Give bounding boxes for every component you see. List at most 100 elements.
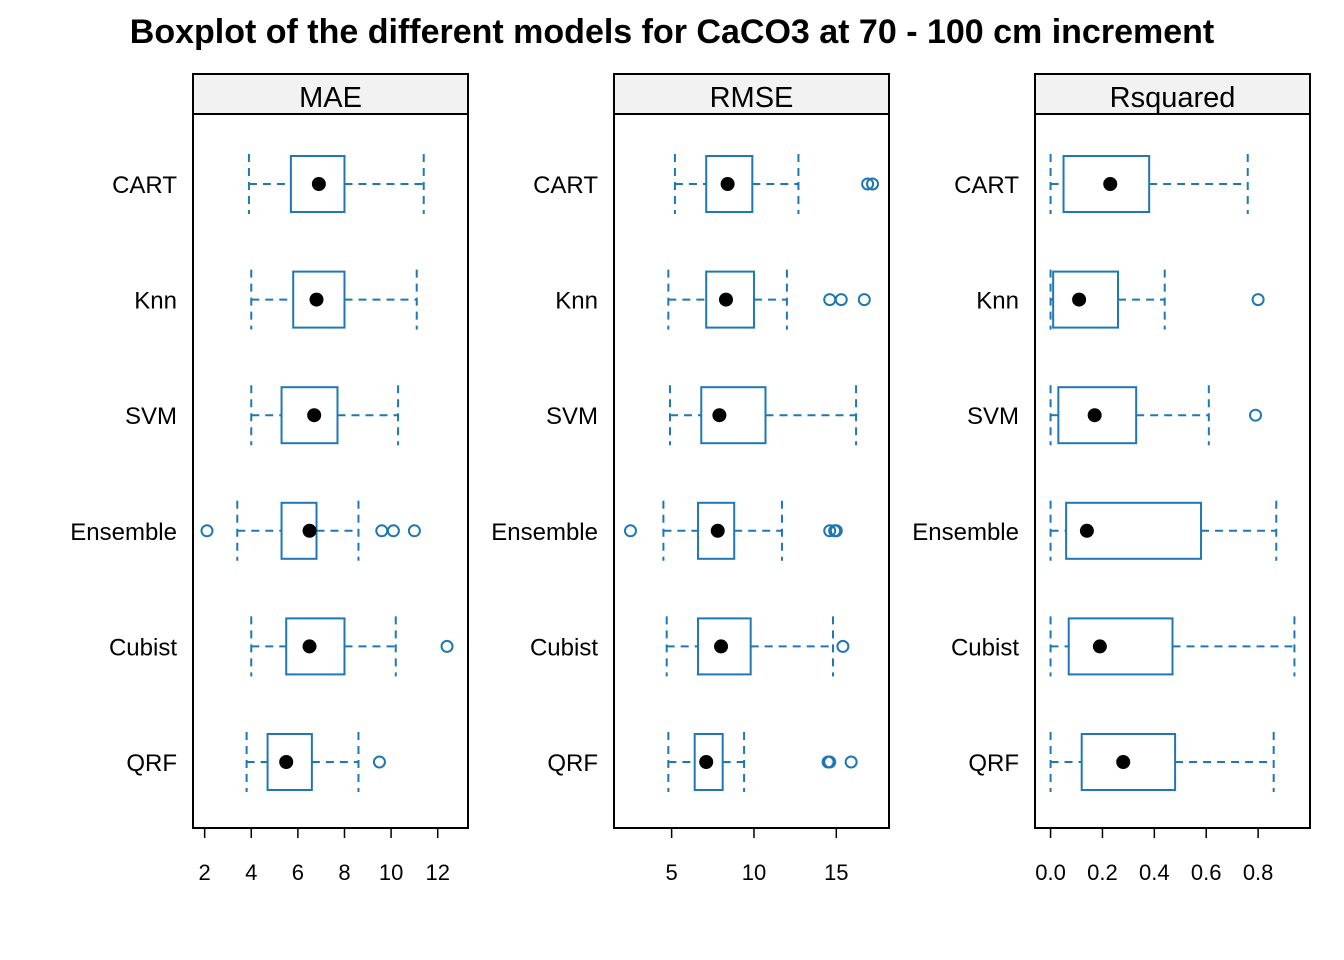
median-dot xyxy=(1079,523,1094,538)
category-label: CART xyxy=(112,172,177,199)
median-dot xyxy=(311,177,326,191)
median-dot xyxy=(712,408,727,423)
category-label: QRF xyxy=(547,750,598,777)
category-label: SVM xyxy=(125,403,177,430)
iqr-box xyxy=(700,386,767,445)
median-dot xyxy=(302,523,317,538)
iqr-box xyxy=(1062,155,1151,213)
median-dot xyxy=(1072,292,1087,307)
panel-mae: MAE 2 4 6 8 10 12 CART Knn SVM Ensemble Cubist QRF xyxy=(70,73,469,885)
box-cubist: Cubist xyxy=(530,616,850,677)
outlier-point xyxy=(1251,293,1265,307)
median-dot xyxy=(1103,177,1118,191)
box-knn: Knn xyxy=(134,269,418,330)
box-knn: Knn xyxy=(555,269,871,330)
box-qrf: QRF xyxy=(547,732,858,792)
category-label: Cubist xyxy=(109,634,177,661)
iqr-box xyxy=(266,733,313,791)
median-dot xyxy=(720,177,735,191)
outlier-point xyxy=(836,639,850,653)
panel-frame xyxy=(1034,113,1311,829)
outlier-point xyxy=(407,524,421,538)
median-dot xyxy=(279,755,294,769)
median-dot xyxy=(302,639,317,654)
box-svm: SVM xyxy=(125,385,400,446)
iqr-box xyxy=(289,155,346,213)
box-svm: SVM xyxy=(546,385,858,446)
x-tick-label: 6 xyxy=(292,860,304,885)
iqr-box xyxy=(1080,733,1177,791)
iqr-box xyxy=(280,386,339,445)
panel-strip xyxy=(613,73,890,115)
x-tick-label: 2 xyxy=(199,860,211,885)
category-label: SVM xyxy=(546,403,598,430)
box-ensemble: Ensemble xyxy=(70,500,421,561)
outlier-point xyxy=(386,524,400,538)
median-dot xyxy=(307,408,322,423)
panel-frame xyxy=(613,113,890,829)
x-tick-label: 15 xyxy=(824,860,848,885)
iqr-box xyxy=(705,155,754,213)
category-label: Knn xyxy=(555,288,598,315)
median-dot xyxy=(710,523,725,538)
category-label: Knn xyxy=(134,288,177,315)
outlier-point xyxy=(844,755,858,769)
box-knn: Knn xyxy=(976,269,1265,330)
iqr-box xyxy=(693,733,724,791)
outlier-point xyxy=(866,177,880,191)
box-qrf: QRF xyxy=(968,732,1275,792)
iqr-box xyxy=(292,270,346,329)
iqr-box xyxy=(1067,617,1174,676)
outlier-point xyxy=(375,524,389,538)
box-cart: CART xyxy=(112,154,425,214)
box-ensemble: Ensemble xyxy=(912,500,1278,561)
outlier-point xyxy=(1249,408,1263,422)
iqr-box xyxy=(285,617,346,676)
median-dot xyxy=(1092,639,1107,654)
x-tick-label: 0.4 xyxy=(1139,860,1170,885)
median-dot xyxy=(718,292,733,307)
x-tick-label: 0.2 xyxy=(1087,860,1118,885)
box-qrf: QRF xyxy=(126,732,386,792)
category-label: CART xyxy=(954,172,1019,199)
iqr-box xyxy=(696,617,752,676)
x-tick-label: 10 xyxy=(742,860,766,885)
panel-strip-label: Rsquared xyxy=(1110,82,1236,114)
iqr-box xyxy=(696,501,736,560)
outlier-point xyxy=(823,524,837,538)
outlier-point xyxy=(372,755,386,769)
outlier-point xyxy=(823,755,837,769)
panel-rmse: RMSE 5 10 15 CART Knn SVM Ensemble Cubist QRF xyxy=(491,73,890,885)
x-tick-label: 10 xyxy=(379,860,403,885)
median-dot xyxy=(309,292,324,307)
panel-frame xyxy=(192,113,469,829)
outlier-point xyxy=(829,524,843,538)
category-label: Ensemble xyxy=(912,519,1019,546)
box-cubist: Cubist xyxy=(109,616,454,677)
panel-strip-label: MAE xyxy=(299,82,362,114)
category-label: Knn xyxy=(976,288,1019,315)
category-label: CART xyxy=(533,172,598,199)
box-ensemble: Ensemble xyxy=(491,500,843,561)
x-tick-label: 0.6 xyxy=(1191,860,1222,885)
outlier-point xyxy=(834,293,848,307)
x-tick-label: 0.8 xyxy=(1243,860,1274,885)
x-tick-label: 8 xyxy=(338,860,350,885)
box-cubist: Cubist xyxy=(951,616,1296,677)
panel-strip-label: RMSE xyxy=(710,82,794,114)
category-label: QRF xyxy=(968,750,1019,777)
median-dot xyxy=(714,639,729,654)
median-dot xyxy=(1087,408,1102,423)
category-label: SVM xyxy=(967,403,1019,430)
panel-strip xyxy=(192,73,469,115)
category-label: Cubist xyxy=(530,634,598,661)
iqr-box xyxy=(705,270,755,329)
outlier-point xyxy=(440,639,454,653)
outlier-point xyxy=(823,293,837,307)
median-dot xyxy=(699,755,714,769)
category-label: Ensemble xyxy=(70,519,177,546)
x-tick-label: 4 xyxy=(245,860,257,885)
outlier-point xyxy=(623,524,637,538)
